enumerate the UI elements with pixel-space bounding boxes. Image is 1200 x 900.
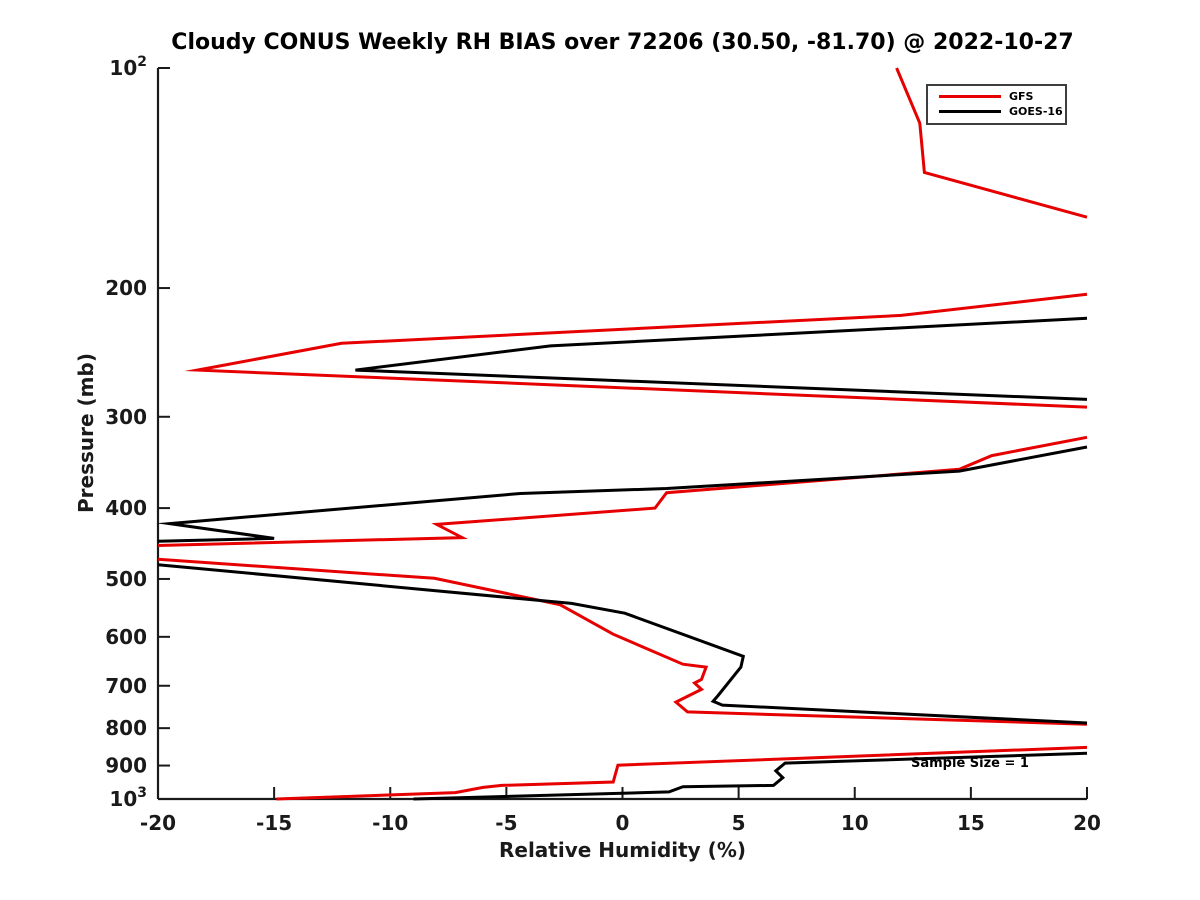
y-tick-label: 102 <box>109 54 147 80</box>
y-tick-label: 200 <box>105 276 147 300</box>
y-tick-label: 800 <box>105 716 147 740</box>
goes16-line <box>413 751 1088 801</box>
x-tick-label: -20 <box>140 811 176 835</box>
x-tick-label: -5 <box>495 811 517 835</box>
y-tick-label: 600 <box>105 625 147 649</box>
legend-entry-gfs: GFS <box>928 89 1065 104</box>
x-tick-label: 20 <box>1073 811 1101 835</box>
y-tick-label: 103 <box>109 785 147 811</box>
goes16-line <box>157 563 1088 725</box>
gfs-line <box>276 745 1088 801</box>
legend-label: GOES-16 <box>1009 105 1063 118</box>
y-tick-label: 300 <box>105 405 147 429</box>
legend-line-sample <box>939 95 1001 98</box>
y-tick-label: 400 <box>105 496 147 520</box>
x-tick-label: 5 <box>732 811 746 835</box>
x-tick-label: -15 <box>256 811 292 835</box>
x-tick-label: 15 <box>957 811 985 835</box>
x-tick-label: -10 <box>372 811 408 835</box>
x-tick-label: 0 <box>616 811 630 835</box>
gfs-line <box>157 435 1088 547</box>
legend-line-sample <box>939 110 1001 113</box>
y-tick-label: 900 <box>105 754 147 778</box>
goes16-line <box>355 316 1088 401</box>
y-axis-label: Pressure (mb) <box>74 353 98 513</box>
gfs-line <box>184 292 1088 409</box>
y-tick-label: 700 <box>105 674 147 698</box>
y-tick-label: 500 <box>105 567 147 591</box>
gfs-line <box>157 557 1088 726</box>
chart-title: Cloudy CONUS Weekly RH BIAS over 72206 (… <box>171 30 1074 55</box>
goes16-line <box>156 445 1088 543</box>
legend-box: GFS GOES-16 <box>926 84 1067 125</box>
gfs-line <box>895 67 1088 219</box>
legend-label: GFS <box>1009 90 1034 103</box>
x-tick-label: 10 <box>841 811 869 835</box>
sample-size-annotation: Sample Size = 1 <box>911 756 1029 771</box>
legend-entry-goes-16: GOES-16 <box>928 104 1065 119</box>
x-axis-label: Relative Humidity (%) <box>498 838 747 862</box>
